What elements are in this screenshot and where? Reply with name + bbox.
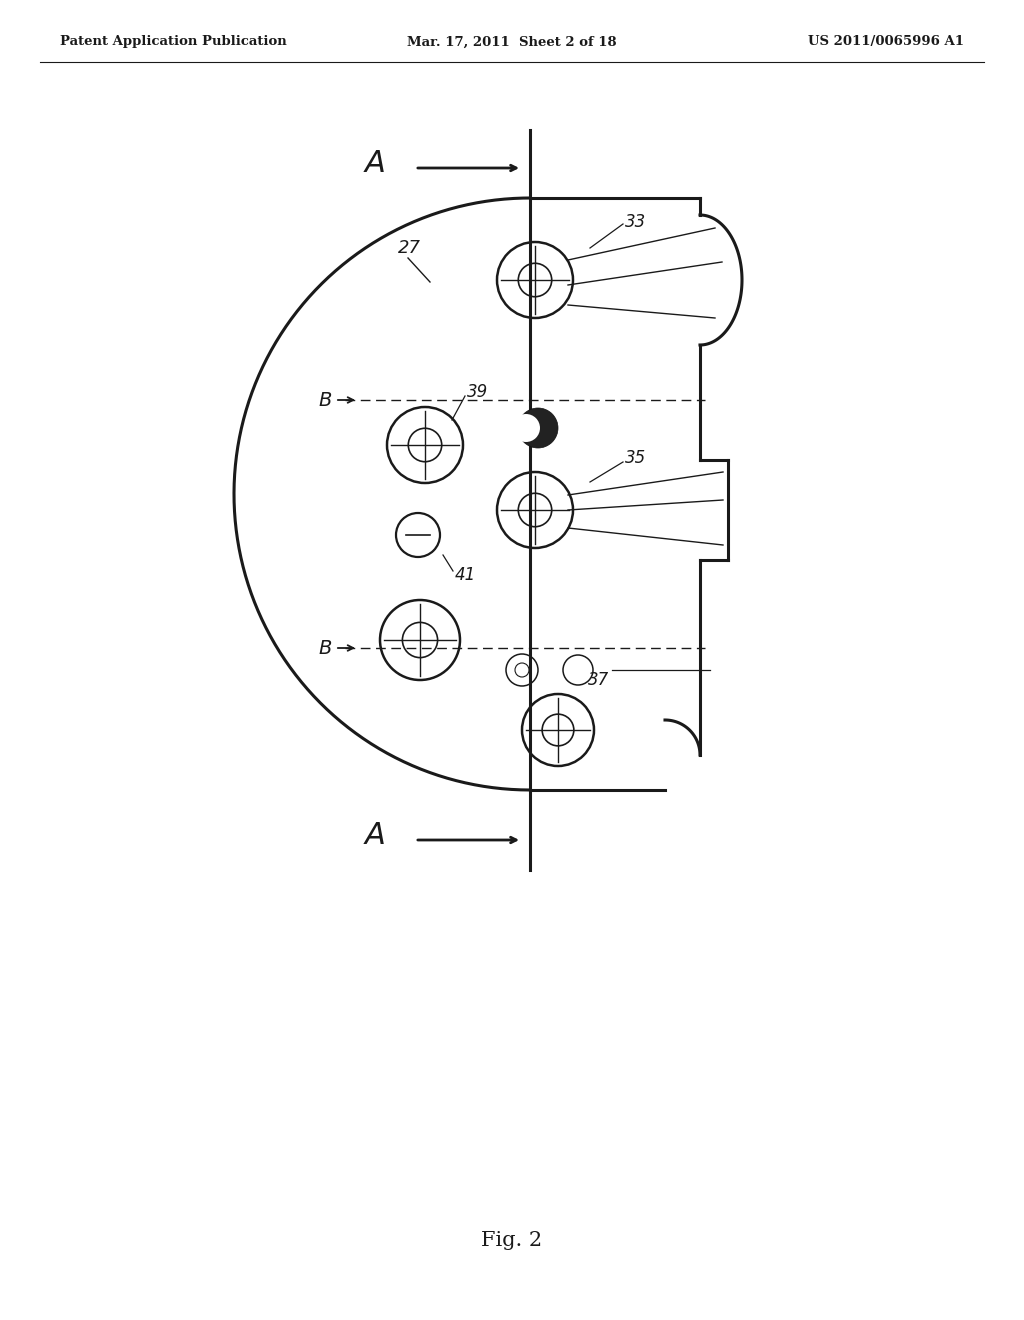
Circle shape <box>512 414 540 442</box>
Text: 33: 33 <box>625 213 646 231</box>
Text: 35: 35 <box>625 449 646 467</box>
Text: 41: 41 <box>455 566 476 583</box>
Text: US 2011/0065996 A1: US 2011/0065996 A1 <box>808 36 964 49</box>
Text: B: B <box>318 639 332 657</box>
Text: 37: 37 <box>588 671 609 689</box>
Text: 27: 27 <box>398 239 421 257</box>
Circle shape <box>518 408 558 447</box>
Text: Fig. 2: Fig. 2 <box>481 1230 543 1250</box>
Text: 39: 39 <box>467 383 488 401</box>
Text: A: A <box>365 149 385 177</box>
Text: A: A <box>365 821 385 850</box>
Text: Mar. 17, 2011  Sheet 2 of 18: Mar. 17, 2011 Sheet 2 of 18 <box>408 36 616 49</box>
Text: B: B <box>318 391 332 409</box>
Text: Patent Application Publication: Patent Application Publication <box>60 36 287 49</box>
